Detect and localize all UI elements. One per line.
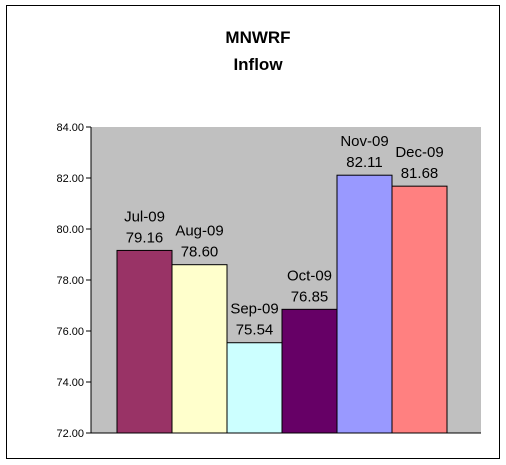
y-tick-label: 72.00 [56, 428, 84, 440]
chart-title-line-2: Inflow [233, 55, 283, 74]
y-axis: 72.00 74.00 76.00 78.00 80.00 82.00 84.00 [56, 122, 481, 440]
y-tick-label: 84.00 [56, 122, 84, 134]
y-tick-label: 76.00 [56, 326, 84, 338]
bar-aug-09 [171, 264, 228, 434]
y-tick-label: 80.00 [56, 224, 84, 236]
bar-value-label: 76.85 [291, 288, 329, 305]
bar-sep-09 [226, 342, 283, 434]
bar-category-label: Dec-09 [395, 144, 443, 161]
y-tick-label: 82.00 [56, 173, 84, 185]
y-tick-label: 78.00 [56, 275, 84, 287]
bar-jul-09 [116, 249, 173, 434]
bar-category-label: Aug-09 [175, 223, 223, 240]
bars [116, 174, 448, 434]
y-tick-label: 74.00 [56, 377, 84, 389]
chart-title-line-1: MNWRF [225, 28, 290, 47]
bar-value-label: 81.68 [401, 165, 439, 182]
bar-value-label: 82.11 [346, 154, 382, 171]
bar-dec-09 [391, 185, 448, 434]
data-labels: Jul-09 79.16 Aug-09 78.60 Sep-09 75.54 Oct-09 7… [124, 133, 444, 339]
bar-category-label: Jul-09 [124, 208, 165, 225]
bar-category-label: Oct-09 [287, 267, 332, 284]
bar-nov-09 [336, 174, 393, 434]
bar-category-label: Sep-09 [230, 301, 278, 318]
bar-oct-09 [281, 308, 338, 434]
bar-value-label: 78.60 [181, 244, 219, 261]
bar-value-label: 75.54 [236, 322, 274, 339]
bar-value-label: 79.16 [126, 229, 164, 246]
bar-category-label: Nov-09 [340, 133, 388, 150]
